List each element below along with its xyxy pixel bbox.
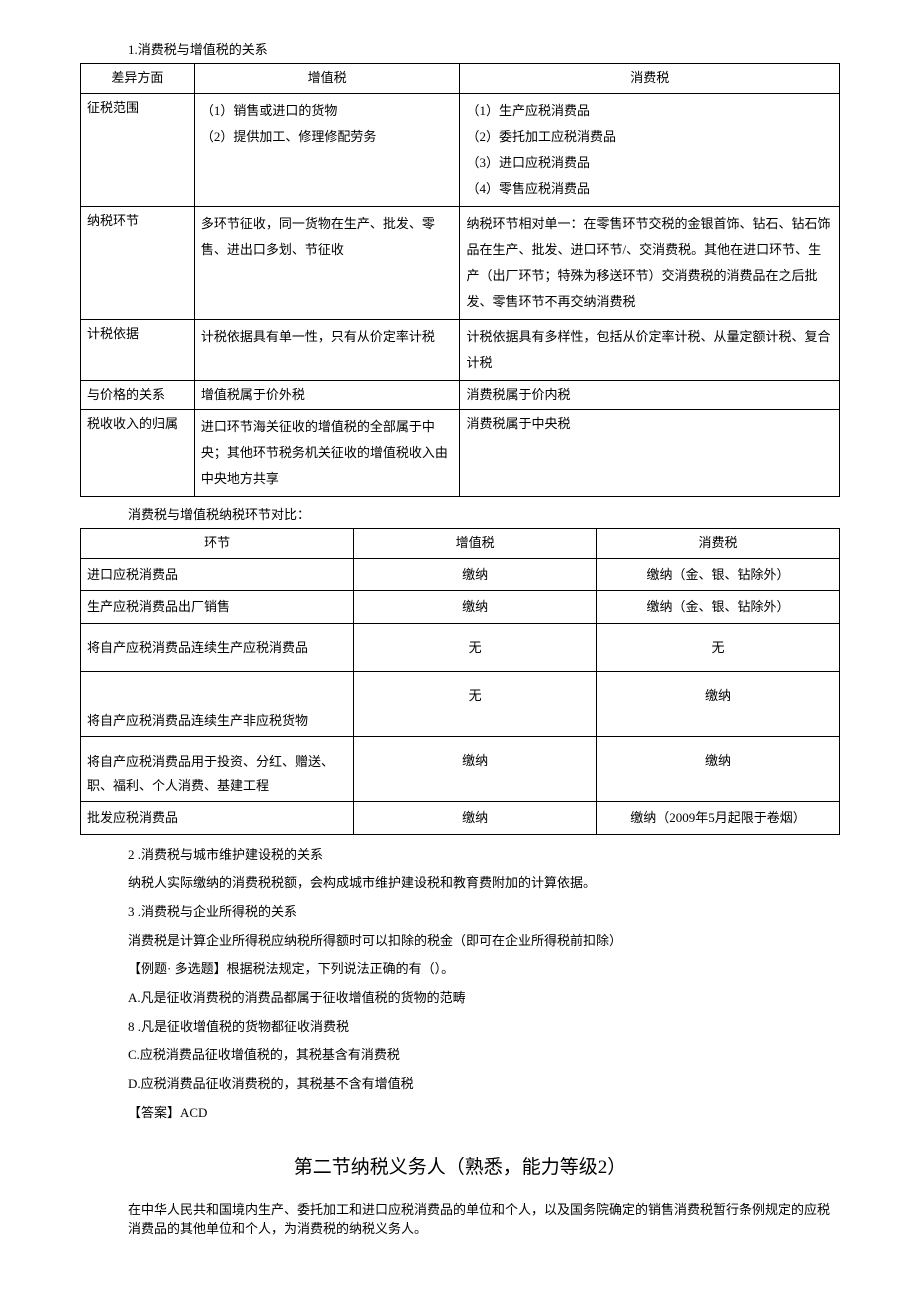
t1-r1-vat: 多环节征收，同一货物在生产、批发、零售、进出口多划、节征收 <box>194 206 460 319</box>
t2-r3-vat: 无 <box>354 672 597 737</box>
table-comparison: 差异方面 增值税 消费税 征税范围 （1）销售或进口的货物（2）提供加工、修理修… <box>80 63 840 498</box>
heading-1: 1.消费税与增值税的关系 <box>80 40 840 61</box>
t2-header-stage: 环节 <box>81 529 354 559</box>
para-0: 2 .消费税与城市维护建设税的关系 <box>80 843 840 868</box>
para-9: 【答案】ACD <box>80 1101 840 1126</box>
final-para: 在中华人民共和国境内生产、委托加工和进口应税消费品的单位和个人，以及国务院确定的… <box>80 1200 840 1239</box>
t2-r0-ct: 缴纳（金、银、钻除外） <box>597 558 840 590</box>
para-4: 【例题· 多选题】根据税法规定，下列说法正确的有（）。 <box>80 957 840 982</box>
para-8: D.应税消费品征收消费税的，其税基不含有增值税 <box>80 1072 840 1097</box>
t2-r3-ct: 缴纳 <box>597 672 840 737</box>
t2-r2-stage: 将自产应税消费品连续生产应税消费品 <box>81 623 354 671</box>
t2-header-vat: 增值税 <box>354 529 597 559</box>
t2-r4-vat: 缴纳 <box>354 737 597 802</box>
para-1: 纳税人实际缴纳的消费税税额，会构成城市维护建设税和教育费附加的计算依据。 <box>80 871 840 896</box>
t2-r1-vat: 缴纳 <box>354 591 597 623</box>
t1-r4-vat: 进口环节海关征收的增值税的全部属于中央；其他环节税务机关征收的增值税收入由中央地… <box>194 410 460 497</box>
t2-r2-vat: 无 <box>354 623 597 671</box>
t1-header-aspect: 差异方面 <box>81 63 195 93</box>
t2-r4-ct: 缴纳 <box>597 737 840 802</box>
t1-r4-ct: 消费税属于中央税 <box>460 410 840 497</box>
t1-r2-ct: 计税依据具有多样性，包括从价定率计税、从量定额计税、复合计税 <box>460 319 840 380</box>
t1-r3-ct: 消费税属于价内税 <box>460 380 840 410</box>
t2-r2-ct: 无 <box>597 623 840 671</box>
para-2: 3 .消费税与企业所得税的关系 <box>80 900 840 925</box>
t2-r4-stage: 将自产应税消费品用于投资、分红、赠送、职、福利、个人消费、基建工程 <box>81 737 354 802</box>
t2-r5-stage: 批发应税消费品 <box>81 802 354 834</box>
t2-r1-stage: 生产应税消费品出厂销售 <box>81 591 354 623</box>
t1-r1-ct: 纳税环节相对单一：在零售环节交税的金银首饰、钻石、钻石饰品在生产、批发、进口环节… <box>460 206 840 319</box>
t2-r3-stage: 将自产应税消费品连续生产非应税货物 <box>81 672 354 737</box>
para-5: A.凡是征收消费税的消费品都属于征收增值税的货物的范畴 <box>80 986 840 1011</box>
para-6: 8 .凡是征收增值税的货物都征收消费税 <box>80 1015 840 1040</box>
t2-r5-ct: 缴纳（2009年5月起限于卷烟） <box>597 802 840 834</box>
t1-header-ct: 消费税 <box>460 63 840 93</box>
t1-r0-ct: （1）生产应税消费品（2）委托加工应税消费品（3）进口应税消费品（4）零售应税消… <box>460 93 840 206</box>
t1-r0-vat: （1）销售或进口的货物（2）提供加工、修理修配劳务 <box>194 93 460 206</box>
t1-r0-aspect: 征税范围 <box>81 93 195 206</box>
t1-r4-aspect: 税收收入的归属 <box>81 410 195 497</box>
t1-r2-vat: 计税依据具有单一性，只有从价定率计税 <box>194 319 460 380</box>
t2-r0-vat: 缴纳 <box>354 558 597 590</box>
t1-r2-aspect: 计税依据 <box>81 319 195 380</box>
para-7: C.应税消费品征收增值税的，其税基含有消费税 <box>80 1043 840 1068</box>
t2-r1-ct: 缴纳（金、银、钻除外） <box>597 591 840 623</box>
subheading: 消费税与增值税纳税环节对比： <box>80 505 840 526</box>
t2-header-ct: 消费税 <box>597 529 840 559</box>
section-title: 第二节纳税义务人（熟悉，能力等级2） <box>80 1153 840 1183</box>
t1-header-vat: 增值税 <box>194 63 460 93</box>
t2-r0-stage: 进口应税消费品 <box>81 558 354 590</box>
t1-r3-aspect: 与价格的关系 <box>81 380 195 410</box>
t1-r3-vat: 增值税属于价外税 <box>194 380 460 410</box>
t1-r1-aspect: 纳税环节 <box>81 206 195 319</box>
para-3: 消费税是计算企业所得税应纳税所得额时可以扣除的税金（即可在企业所得税前扣除） <box>80 929 840 954</box>
t2-r5-vat: 缴纳 <box>354 802 597 834</box>
table-stages: 环节 增值税 消费税 进口应税消费品 缴纳 缴纳（金、银、钻除外） 生产应税消费… <box>80 528 840 834</box>
